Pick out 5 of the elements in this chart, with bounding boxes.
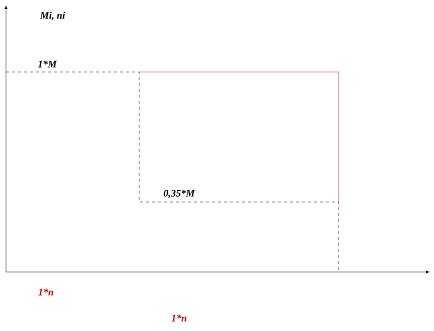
annotation: 0,35*M: [164, 190, 196, 198]
text: 1*n: [172, 314, 186, 322]
text: Mi, ni: [40, 12, 66, 20]
text: 1*M: [38, 60, 57, 68]
text: 1*n: [38, 288, 54, 296]
